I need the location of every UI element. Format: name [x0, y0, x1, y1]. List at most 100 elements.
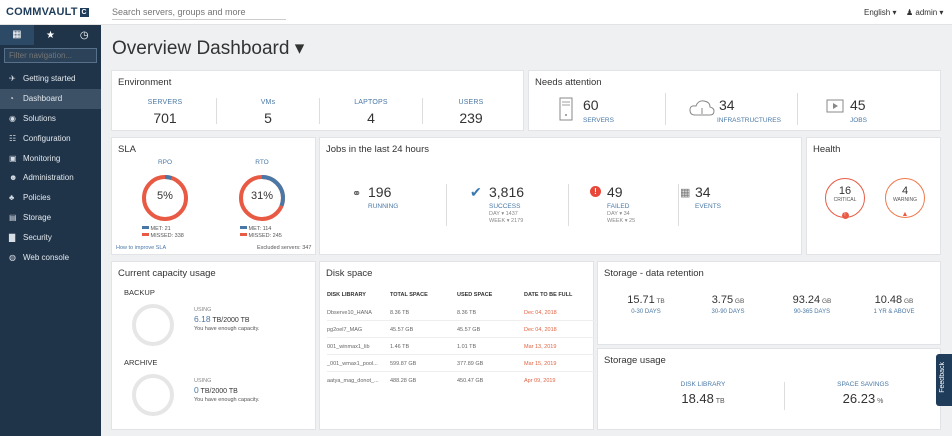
backup-message: You have enough capacity. — [194, 326, 260, 332]
table-cell: Dec 04, 2018 — [524, 310, 557, 316]
filter-navigation-input[interactable] — [4, 48, 97, 63]
server-icon — [559, 97, 573, 121]
commvault-logo[interactable]: COMMVAULT C — [6, 6, 89, 18]
jobs-running[interactable]: ⚭ 196 RUNNING — [352, 184, 399, 210]
nav-security[interactable]: ▇ Security — [9, 232, 52, 242]
page-title[interactable]: Overview Dashboard ▾ — [112, 38, 305, 59]
grid-icon[interactable]: ▦ — [0, 25, 34, 45]
error-icon: ! — [590, 186, 601, 197]
rto-missed: MISSED: 245 — [240, 233, 282, 239]
table-cell: 8.36 TB — [457, 310, 477, 316]
retention-1yr-above[interactable]: 10.48 GB 1 YR & ABOVE — [873, 294, 915, 315]
table-cell: 599.87 GB — [390, 361, 417, 367]
nav-solutions[interactable]: ◉ Solutions — [9, 113, 56, 123]
nav-monitoring[interactable]: ▣ Monitoring — [9, 153, 61, 163]
user-menu[interactable]: ♟ admin ▾ — [906, 8, 944, 17]
jobs-failed[interactable]: ! 49 FAILED DAY ▾ 34 WEEK ▾ 25 — [590, 184, 690, 228]
card-title: Needs attention — [535, 77, 602, 88]
improve-sla-link[interactable]: How to improve SLA — [116, 245, 167, 251]
storage-usage-card: Storage usage DISK LIBRARY 18.48 TB SPAC… — [597, 348, 941, 430]
nav-configuration[interactable]: ☷ Configuration — [9, 133, 71, 143]
lock-icon: ▇ — [9, 232, 16, 242]
col-header-used[interactable]: USED SPACE — [457, 292, 493, 298]
users-stat[interactable]: USERS 239 — [458, 99, 484, 126]
retention-0-30[interactable]: 15.71 TB 0-30 DAYS — [627, 294, 665, 315]
nav-dashboard[interactable]: ◔ Dashboard — [0, 88, 101, 109]
sla-card: SLA RPO 5% MET: 21 MISSED: 338 RTO 31% M… — [111, 137, 316, 255]
running-icon: ⚭ — [352, 188, 362, 200]
nav-administration[interactable]: ☻ Administration — [9, 173, 74, 183]
rpo-label: RPO — [157, 159, 173, 166]
card-title: Current capacity usage — [118, 268, 216, 279]
dashboard-icon: ◔ — [9, 94, 14, 104]
globe-icon: ◍ — [9, 252, 16, 262]
table-cell: pg2oel7_MAG — [327, 327, 363, 333]
retention-30-90[interactable]: 3.75 GB 30-90 DAYS — [711, 294, 745, 315]
archive-gauge[interactable] — [130, 372, 176, 418]
policies-icon: ♣ — [9, 193, 15, 203]
play-icon — [826, 99, 844, 113]
needs-attention-card: Needs attention 60 SERVERS 34 INFRASTRUC… — [528, 70, 941, 131]
col-header-library[interactable]: DISK LIBRARY — [327, 292, 366, 298]
attention-jobs[interactable]: 45 JOBS — [826, 97, 926, 127]
feedback-tab[interactable]: Feedback — [936, 354, 952, 406]
rpo-met: MET: 21 — [142, 226, 171, 232]
table-cell: 488.28 GB — [390, 378, 417, 384]
attention-infrastructures[interactable]: 34 INFRASTRUCTURES — [689, 97, 809, 127]
attention-servers[interactable]: 60 SERVERS — [559, 97, 669, 127]
search-input[interactable] — [112, 4, 286, 20]
warning-icon: ▲ — [901, 211, 909, 218]
nav-policies[interactable]: ♣ Policies — [9, 193, 51, 203]
storage-icon: ▤ — [9, 212, 17, 222]
jobs-success[interactable]: ✔ 3,816 SUCCESS DAY ▾ 1437 WEEK ▾ 2179 — [470, 184, 525, 224]
table-cell: 1.01 TB — [457, 344, 477, 350]
rpo-percent: 5% — [157, 190, 173, 202]
table-cell: Mar 13, 2019 — [524, 344, 557, 350]
table-cell: Apr 09, 2019 — [524, 378, 556, 384]
nav-web-console[interactable]: ◍ Web console — [9, 252, 70, 262]
critical-icon: ! — [841, 212, 849, 219]
health-card: Health 16 CRITICAL ! 4 WARNING ▲ — [806, 137, 941, 255]
backup-gauge[interactable] — [130, 302, 176, 348]
clock-icon[interactable]: ◷ — [79, 29, 89, 41]
servers-stat[interactable]: SERVERS 701 — [147, 99, 183, 126]
table-cell: 8.36 TB — [390, 310, 410, 316]
table-cell: Dec 04, 2018 — [524, 327, 557, 333]
table-cell: 1.46 TB — [390, 344, 410, 350]
card-title: SLA — [118, 144, 136, 155]
rto-label: RTO — [255, 159, 269, 166]
health-critical[interactable]: 16 CRITICAL ! — [825, 178, 865, 219]
table-cell: Dbserve10_HANA — [327, 310, 372, 316]
star-icon[interactable]: ★ — [46, 29, 55, 41]
nav-storage[interactable]: ▤ Storage — [9, 212, 52, 222]
card-title: Health — [813, 144, 841, 155]
card-title: Disk space — [326, 268, 373, 279]
disk-space-card: Disk space DISK LIBRARY TOTAL SPACE USED… — [319, 261, 603, 430]
vms-stat[interactable]: VMs 5 — [260, 99, 276, 126]
table-cell: Mar 15, 2019 — [524, 361, 557, 367]
card-title: Storage - data retention — [604, 268, 704, 279]
rpo-donut[interactable] — [140, 173, 190, 223]
backup-label: BACKUP — [124, 288, 155, 297]
solutions-icon: ◉ — [9, 113, 16, 123]
col-header-date[interactable]: DATE TO BE FULL — [524, 292, 573, 298]
col-header-total[interactable]: TOTAL SPACE — [390, 292, 428, 298]
excluded-servers[interactable]: Excluded servers: 347 — [257, 245, 312, 251]
backup-using-label: USING — [194, 307, 212, 313]
archive-label: ARCHIVE — [124, 358, 158, 367]
jobs-events[interactable]: ▦ 34 EVENTS — [680, 184, 722, 210]
nav-getting-started[interactable]: ✈ Getting started — [9, 74, 76, 84]
jobs-card: Jobs in the last 24 hours ⚭ 196 RUNNING … — [319, 137, 802, 255]
language-dropdown[interactable]: English ▾ — [864, 8, 897, 17]
rto-donut[interactable] — [237, 173, 287, 223]
usage-disk-library[interactable]: DISK LIBRARY 18.48 TB — [680, 381, 726, 406]
retention-90-365[interactable]: 93.24 GB 90-365 DAYS — [792, 294, 832, 315]
table-cell: 377.89 GB — [457, 361, 484, 367]
usage-space-savings[interactable]: SPACE SAVINGS 26.23 % — [837, 381, 889, 406]
health-warning[interactable]: 4 WARNING ▲ — [885, 178, 925, 218]
check-icon: ✔ — [470, 184, 482, 200]
laptops-stat[interactable]: LAPTOPS 4 — [354, 99, 388, 126]
archive-using-label: USING — [194, 378, 212, 384]
environment-card: Environment SERVERS 701 VMs 5 LAPTOPS 4 … — [111, 70, 524, 131]
